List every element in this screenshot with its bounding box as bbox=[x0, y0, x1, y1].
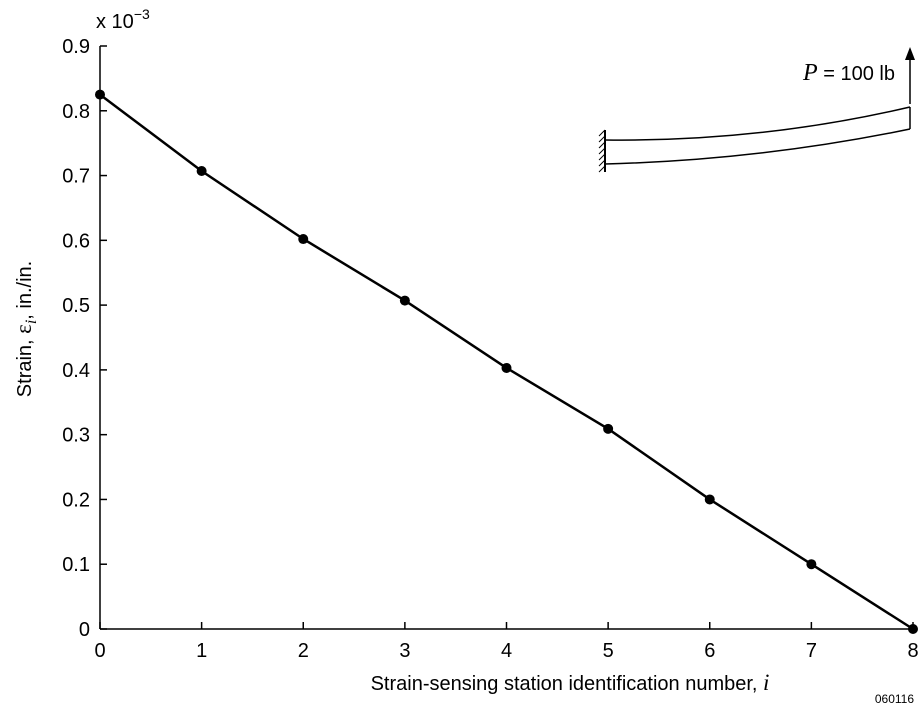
y-tick-label: 0.6 bbox=[62, 230, 90, 252]
data-point bbox=[196, 166, 207, 177]
y-axis-label: Strain, εi, in./in. bbox=[11, 261, 40, 397]
x-tick-label: 2 bbox=[298, 640, 309, 662]
data-point bbox=[908, 624, 918, 634]
x-tick-label: 4 bbox=[501, 640, 512, 662]
cantilever-beam-diagram: P = 100 lb bbox=[598, 47, 915, 173]
beam-bottom-edge bbox=[604, 128, 911, 165]
load-arrow-head bbox=[905, 47, 915, 60]
x-tick-label: 6 bbox=[704, 640, 715, 662]
x-tick-label: 8 bbox=[907, 640, 918, 662]
x-ticks: 0 1 2 3 4 5 6 7 8 bbox=[94, 622, 919, 662]
y-ticks: 0 0.1 0.2 0.3 0.4 0.5 0.6 0.7 0.8 0.9 bbox=[62, 36, 107, 641]
axis-multiplier: x 10−3 bbox=[96, 6, 150, 33]
x-axis-label: Strain-sensing station identification nu… bbox=[371, 670, 770, 695]
x-tick-label: 0 bbox=[94, 640, 105, 662]
series-line bbox=[99, 93, 914, 631]
data-point bbox=[603, 423, 614, 434]
y-tick-label: 0.5 bbox=[62, 295, 90, 317]
data-point bbox=[704, 494, 715, 505]
axis-multiplier-exponent: −3 bbox=[134, 6, 150, 22]
y-tick-label: 0.4 bbox=[62, 360, 90, 382]
data-point bbox=[501, 362, 512, 373]
data-points bbox=[95, 89, 918, 634]
y-tick-label: 0.8 bbox=[62, 101, 90, 123]
y-tick-label: 0.9 bbox=[62, 36, 90, 58]
data-point bbox=[399, 295, 410, 306]
figure-id: 060116 bbox=[875, 692, 914, 706]
y-tick-label: 0.1 bbox=[62, 554, 90, 576]
y-tick-label: 0.2 bbox=[62, 489, 90, 511]
y-tick-label: 0 bbox=[79, 619, 90, 641]
wall-hatching bbox=[598, 129, 606, 173]
beam-top-edge bbox=[604, 106, 911, 141]
x-tick-label: 5 bbox=[603, 640, 614, 662]
y-tick-label: 0.7 bbox=[62, 166, 90, 188]
x-tick-label: 1 bbox=[196, 640, 207, 662]
load-label: P = 100 lb bbox=[802, 60, 895, 86]
data-point bbox=[298, 234, 309, 245]
y-tick-label: 0.3 bbox=[62, 425, 90, 447]
data-point bbox=[806, 559, 817, 570]
data-point bbox=[95, 89, 105, 100]
x-tick-label: 3 bbox=[399, 640, 410, 662]
x-tick-label: 7 bbox=[806, 640, 817, 662]
